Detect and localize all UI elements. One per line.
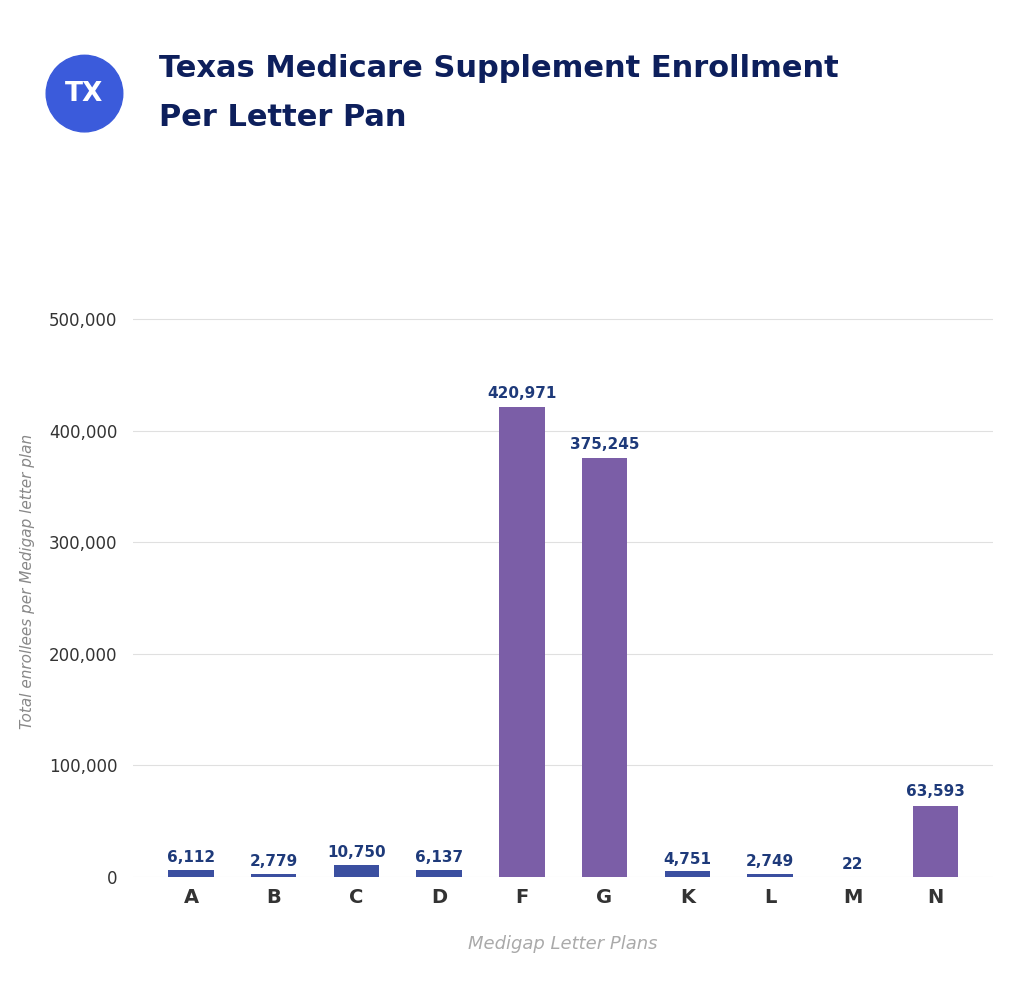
Text: 375,245: 375,245 [569,436,639,451]
Bar [417,870,462,877]
Bar [168,870,214,877]
Bar [499,407,545,877]
Text: 22: 22 [842,857,863,872]
Text: Texas Medicare Supplement Enrollment: Texas Medicare Supplement Enrollment [159,54,839,83]
Text: 6,137: 6,137 [415,850,463,866]
Y-axis label: Total enrollees per Medigap letter plan: Total enrollees per Medigap letter plan [19,433,35,729]
Text: 420,971: 420,971 [487,385,556,401]
Bar [582,458,628,877]
Text: 10,750: 10,750 [327,845,386,860]
Bar [912,806,958,877]
Bar [665,872,710,877]
Bar [334,865,379,877]
X-axis label: Medigap Letter Plans: Medigap Letter Plans [468,935,658,952]
Text: 6,112: 6,112 [167,850,215,866]
Text: 2,779: 2,779 [250,854,298,869]
Text: 63,593: 63,593 [906,784,965,799]
Text: TX: TX [66,81,103,106]
Text: 4,751: 4,751 [664,852,712,867]
Text: Per Letter Pan: Per Letter Pan [159,103,407,132]
Bar [748,874,793,877]
Bar [251,874,297,877]
Circle shape [46,55,123,132]
Text: 2,749: 2,749 [745,854,794,869]
